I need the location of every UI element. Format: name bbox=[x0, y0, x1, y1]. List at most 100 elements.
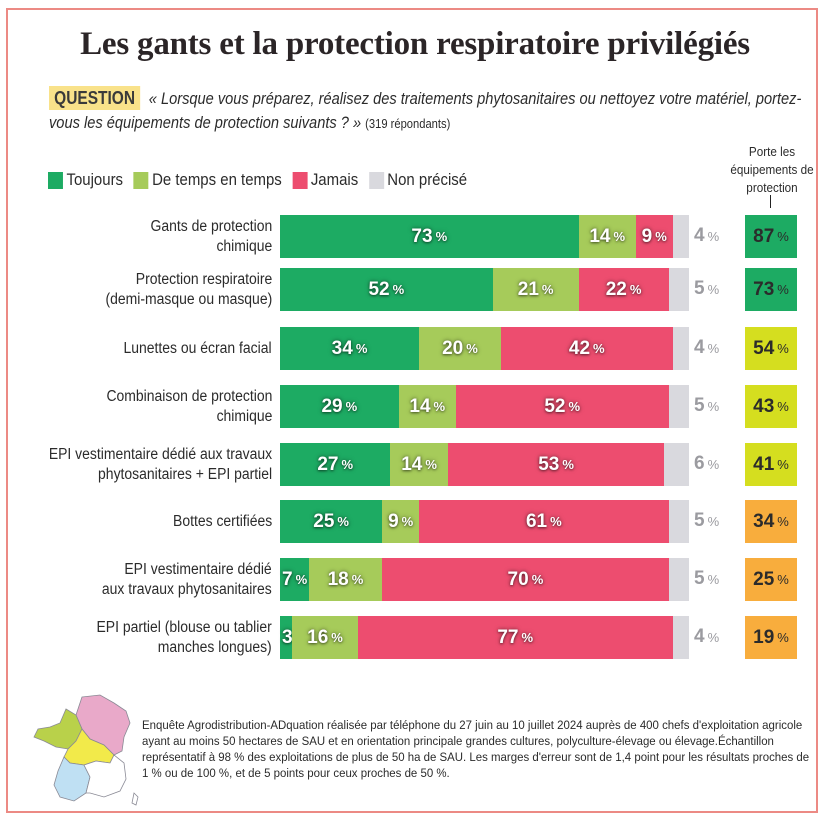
total-protection-box: 41% bbox=[745, 443, 797, 486]
legend-swatch bbox=[48, 171, 63, 189]
row-label: Bottes certifiées bbox=[173, 512, 272, 532]
data-label-percent-sign: % bbox=[355, 341, 368, 356]
data-label-value: 14 bbox=[401, 453, 423, 475]
data-label-value: 53 bbox=[538, 453, 560, 475]
data-label-percent-sign: % bbox=[295, 572, 308, 587]
data-label-value: 14 bbox=[589, 225, 611, 247]
data-label-value: 4 bbox=[694, 225, 705, 246]
bar-segment-de-temps-en-temps: 9% bbox=[382, 500, 420, 543]
data-label-non-precise: 5% bbox=[694, 395, 734, 417]
total-percent-sign: % bbox=[777, 399, 789, 414]
data-label-value: 16 bbox=[307, 626, 329, 648]
data-label-percent-sign: % bbox=[401, 514, 414, 529]
legend-swatch bbox=[133, 171, 149, 189]
data-label-percent-sign: % bbox=[593, 341, 605, 356]
row-label-line: chimique bbox=[216, 237, 272, 255]
data-label-percent-sign: % bbox=[562, 457, 574, 472]
total-percent-sign: % bbox=[777, 572, 789, 587]
total-protection-box: 73% bbox=[745, 268, 797, 311]
data-label-percent-sign: % bbox=[707, 457, 720, 472]
total-protection-box: 19% bbox=[745, 616, 797, 659]
legend-swatch bbox=[292, 171, 308, 189]
bar-segment-de-temps-en-temps: 14% bbox=[398, 385, 456, 428]
legend-item-toujours: Toujours bbox=[48, 170, 123, 190]
data-label-percent-sign: % bbox=[707, 572, 720, 587]
data-label-value: 29 bbox=[321, 395, 343, 417]
bar-segment-toujours: 7% bbox=[280, 558, 309, 601]
data-label-value: 73 bbox=[411, 225, 433, 247]
data-label-percent-sign: % bbox=[433, 399, 446, 414]
row-label-line: Bottes certifiées bbox=[172, 512, 272, 530]
bar-segment-de-temps-en-temps: 14% bbox=[578, 215, 636, 258]
data-label-percent-sign: % bbox=[655, 229, 667, 244]
data-label-percent-sign: % bbox=[435, 229, 448, 244]
bar-segment-toujours: 34% bbox=[280, 327, 420, 370]
data-label-value: 22 bbox=[605, 278, 627, 300]
bar-segment-non-precise bbox=[672, 215, 689, 258]
bar-segment-jamais: 52% bbox=[455, 385, 669, 428]
total-value: 43 bbox=[753, 395, 775, 417]
data-label-value: 61 bbox=[525, 510, 548, 532]
row-label-line: manches longues) bbox=[157, 638, 272, 656]
france-regions-map-icon bbox=[33, 694, 139, 806]
respondents-count: (319 répondants) bbox=[365, 116, 451, 131]
data-label-percent-sign: % bbox=[531, 572, 544, 587]
bar-segment-toujours: 25% bbox=[280, 500, 383, 543]
data-label-value: 27 bbox=[317, 453, 339, 475]
data-label-non-precise: 4% bbox=[694, 337, 734, 359]
total-column-header: Porte les équipements de protection bbox=[730, 144, 814, 195]
bar-segment-non-precise bbox=[672, 327, 689, 370]
total-percent-sign: % bbox=[777, 229, 789, 244]
bar-segment-non-precise bbox=[668, 268, 689, 311]
bar-segment-toujours: 29% bbox=[280, 385, 399, 428]
data-label-value: 21 bbox=[517, 278, 539, 300]
total-protection-box: 34% bbox=[745, 500, 797, 543]
row-label-line: Gants de protection bbox=[150, 217, 272, 235]
legend-label: De temps en temps bbox=[152, 170, 282, 189]
total-protection-box: 25% bbox=[745, 558, 797, 601]
data-label-percent-sign: % bbox=[707, 229, 720, 244]
legend-item-jamais: Jamais bbox=[292, 170, 358, 190]
data-label-value: 14 bbox=[409, 395, 431, 417]
data-label-percent-sign: % bbox=[707, 341, 720, 356]
data-label-value: 5 bbox=[694, 278, 705, 299]
legend-label: Non précisé bbox=[387, 170, 468, 189]
data-label-value: 7 bbox=[282, 568, 293, 590]
bar-segment-non-precise bbox=[668, 500, 689, 543]
bar-segment-toujours: 27% bbox=[280, 443, 391, 486]
legend-item-de-temps-en-temps: De temps en temps bbox=[133, 170, 282, 190]
data-label-value: 9 bbox=[641, 225, 653, 247]
legend: Toujours De temps en temps Jamais Non pr… bbox=[48, 170, 478, 190]
row-label-line: (demi-masque ou masque) bbox=[105, 290, 272, 308]
chart-title: Les gants et la protection respiratoire … bbox=[80, 26, 750, 62]
bar-segment-de-temps-en-temps: 16% bbox=[292, 616, 358, 659]
legend-swatch bbox=[368, 171, 384, 189]
bar-segment-jamais: 70% bbox=[382, 558, 669, 601]
data-label-percent-sign: % bbox=[707, 282, 720, 297]
data-label-non-precise: 5% bbox=[694, 278, 734, 300]
total-protection-box: 87% bbox=[745, 215, 797, 258]
row-label-line: Lunettes ou écran facial bbox=[123, 339, 272, 357]
bar-segment-jamais: 9% bbox=[635, 215, 673, 258]
survey-footnote: Enquête Agrodistribution-ADquation réali… bbox=[142, 718, 810, 780]
data-label-percent-sign: % bbox=[613, 229, 626, 244]
data-label-value: 6 bbox=[694, 453, 705, 474]
bar-segment-non-precise bbox=[664, 443, 689, 486]
map-region-south-east bbox=[83, 754, 127, 798]
data-label-percent-sign: % bbox=[707, 630, 720, 645]
data-label-value: 5 bbox=[694, 395, 705, 416]
data-label-value: 34 bbox=[331, 337, 353, 359]
question-text: « Lorsque vous préparez, réalisez des tr… bbox=[49, 89, 802, 132]
data-label-value: 18 bbox=[327, 568, 349, 590]
data-label-percent-sign: % bbox=[629, 282, 642, 297]
row-label-line: Protection respiratoire bbox=[135, 270, 272, 288]
data-label-percent-sign: % bbox=[707, 399, 720, 414]
data-label-percent-sign: % bbox=[351, 572, 364, 587]
total-percent-sign: % bbox=[777, 630, 789, 645]
bar-segment-toujours: 73% bbox=[280, 215, 579, 258]
data-label-non-precise: 5% bbox=[694, 510, 734, 532]
data-label-percent-sign: % bbox=[568, 399, 581, 414]
data-label-non-precise: 5% bbox=[694, 568, 734, 590]
bar-segment-jamais: 61% bbox=[419, 500, 669, 543]
row-label-line: chimique bbox=[216, 407, 272, 425]
